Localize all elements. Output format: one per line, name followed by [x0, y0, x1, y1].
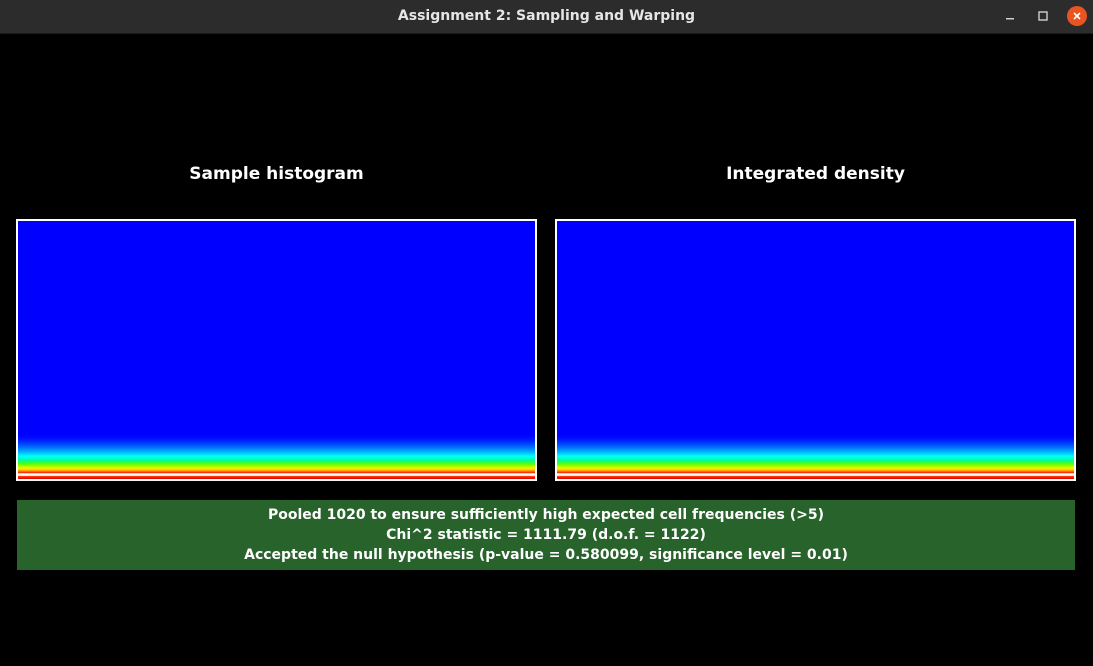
- maximize-icon: [1038, 11, 1048, 21]
- integrated-density-title: Integrated density: [726, 164, 905, 184]
- minimize-icon: [1006, 18, 1014, 20]
- test-result-panel: Pooled 1020 to ensure sufficiently high …: [17, 500, 1075, 570]
- pooling-message: Pooled 1020 to ensure sufficiently high …: [267, 507, 825, 523]
- chi2-statistic: Chi^2 statistic = 1111.79 (d.o.f. = 1122…: [386, 527, 706, 543]
- window-title: Assignment 2: Sampling and Warping: [397, 8, 696, 24]
- title-bar[interactable]: Assignment 2: Sampling and Warping: [0, 0, 1093, 34]
- hypothesis-result: Accepted the null hypothesis (p-value = …: [244, 547, 848, 563]
- minimize-button[interactable]: [1000, 6, 1020, 26]
- histogram-density-gradient: [18, 435, 535, 479]
- sample-histogram-plot: [16, 219, 537, 481]
- integrated-density-gradient: [557, 435, 1074, 479]
- integrated-density-plot: [555, 219, 1076, 481]
- maximize-button[interactable]: [1033, 6, 1053, 26]
- sample-histogram-title: Sample histogram: [189, 164, 364, 184]
- close-icon: [1073, 12, 1081, 20]
- close-button[interactable]: [1067, 6, 1087, 26]
